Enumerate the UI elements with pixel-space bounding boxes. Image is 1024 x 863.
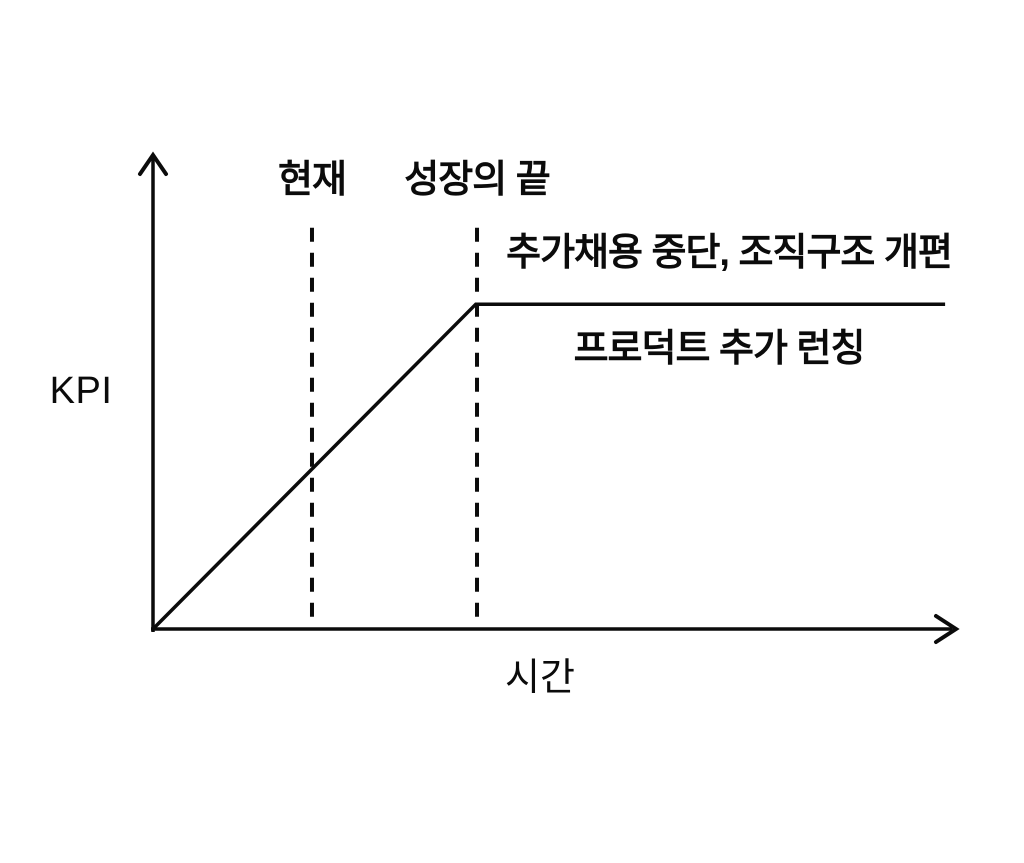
kpi-line [151,302,946,631]
annotation-hiring-freeze-reorg: 추가채용 중단, 조직구조 개편 [506,232,953,274]
x-axis-label: 시간 [505,657,575,699]
marker-label-current: 현재 [278,159,347,201]
marker-label-growth-end: 성장의 끝 [404,159,550,201]
y-axis-arrowhead-icon [138,151,168,176]
annotation-product-launch: 프로덕트 추가 런칭 [573,328,866,370]
y-axis-label: KPI [49,370,113,412]
x-axis-arrowhead-icon [934,614,960,644]
